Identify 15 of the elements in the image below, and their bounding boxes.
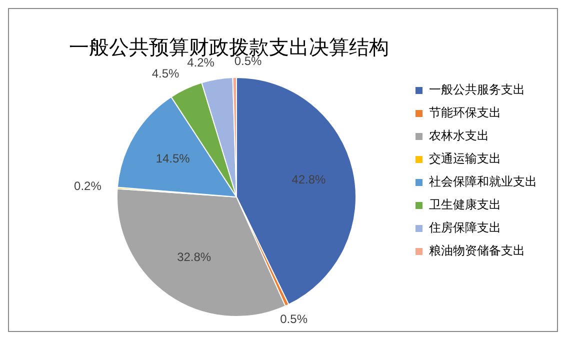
legend-label: 农林水支出 [429,128,489,143]
legend-label: 粮油物资储备支出 [429,244,525,258]
data-label: 32.8% [177,250,212,264]
legend-label: 一般公共服务支出 [429,82,525,97]
legend-label: 节能环保支出 [429,106,501,120]
legend-label: 交通运输支出 [429,152,501,166]
legend-label: 社会保障和就业支出 [429,174,537,189]
data-label: 4.2% [187,56,215,70]
legend-label: 卫生健康支出 [429,198,501,212]
data-label: 42.8% [292,172,326,187]
data-label: 14.5% [156,151,190,166]
legend-label: 住房保障支出 [428,220,501,235]
data-label: 0.2% [74,179,102,194]
data-label: 0.5% [280,312,308,326]
data-label: 4.5% [152,66,180,81]
